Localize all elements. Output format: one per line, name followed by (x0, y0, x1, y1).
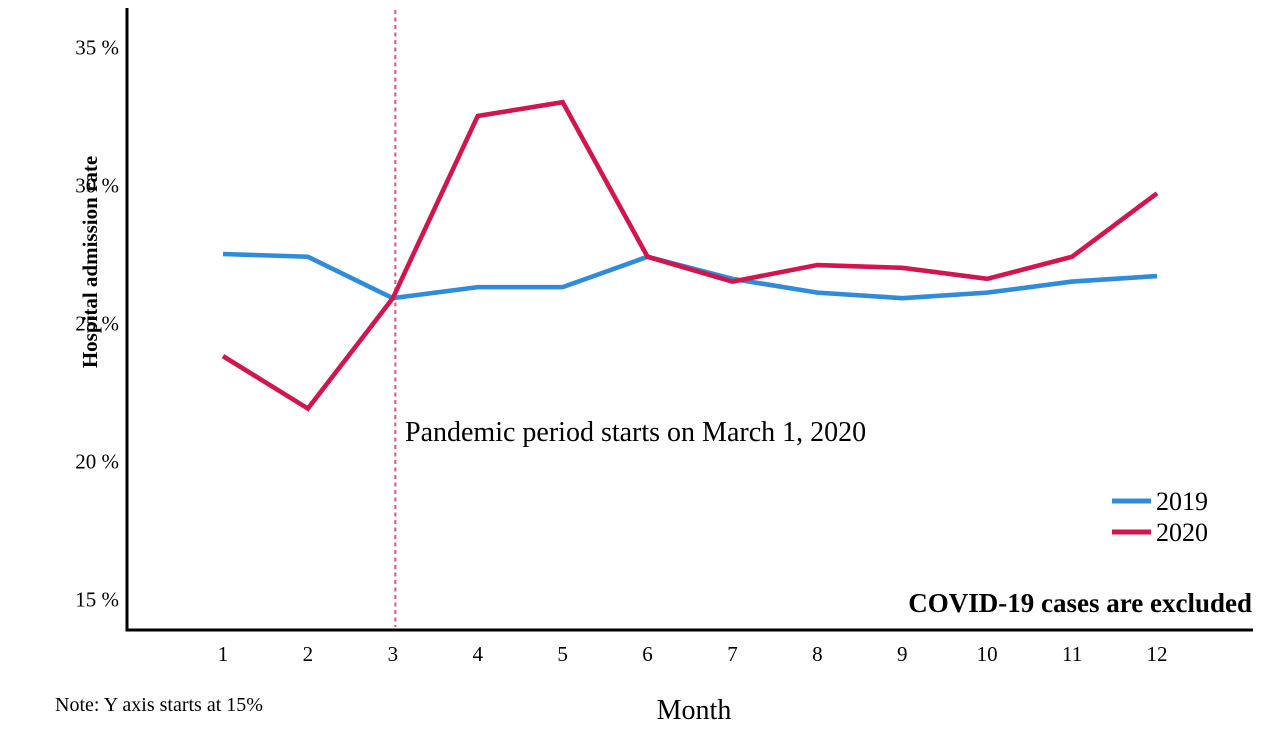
x-tick-label-9: 9 (897, 642, 908, 666)
x-tick-label-10: 10 (977, 642, 998, 666)
x-tick-labels: 1 2 3 4 5 6 7 8 9 10 11 12 (218, 642, 1168, 666)
exclusion-note: COVID-19 cases are excluded (908, 588, 1252, 618)
x-tick-label-8: 8 (812, 642, 823, 666)
legend-label-2020: 2020 (1156, 518, 1208, 547)
x-tick-label-6: 6 (642, 642, 653, 666)
series-line-2019 (222, 251, 1158, 301)
y-tick-label-30: 30 % (75, 174, 119, 198)
x-tick-label-4: 4 (472, 642, 483, 666)
y-tick-label-20: 20 % (75, 450, 119, 474)
y-tick-labels: 35 % 30 % 25 % 20 % 15 % (75, 36, 119, 612)
series-line-2020 (221, 99, 1159, 412)
x-axis-title: Month (657, 695, 732, 726)
y-tick-label-15: 15 % (75, 588, 119, 612)
x-tick-label-11: 11 (1062, 642, 1082, 666)
y-tick-label-35: 35 % (75, 36, 119, 60)
legend-label-2019: 2019 (1156, 487, 1208, 516)
x-tick-label-3: 3 (388, 642, 399, 666)
x-tick-label-1: 1 (218, 642, 229, 666)
x-tick-label-7: 7 (727, 642, 738, 666)
y-tick-label-25: 25 % (75, 312, 119, 336)
x-tick-label-5: 5 (557, 642, 568, 666)
y-axis-title: Hospital admission rate (78, 156, 102, 368)
series-lines (221, 99, 1159, 412)
legend: 2019 2020 (1112, 487, 1208, 547)
x-tick-label-12: 12 (1146, 642, 1167, 666)
pandemic-annotation: Pandemic period starts on March 1, 2020 (405, 417, 866, 448)
x-tick-label-2: 2 (303, 642, 314, 666)
baseline-note: Note: Y axis starts at 15% (55, 694, 263, 716)
